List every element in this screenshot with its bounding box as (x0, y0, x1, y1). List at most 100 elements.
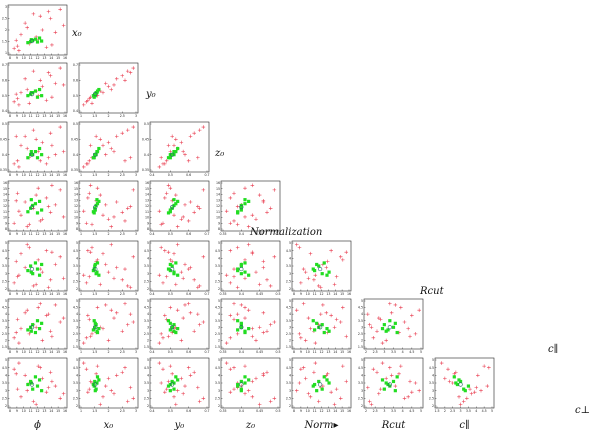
point-marker-square (172, 203, 176, 208)
y-tick-label: 0.35 (0, 168, 7, 172)
point-marker-plus (46, 9, 51, 14)
y-tick-label: 8 (218, 227, 220, 231)
panel-frame (7, 180, 68, 232)
point-marker-plus (48, 370, 53, 375)
point-marker-circle (170, 266, 175, 272)
y-tick-label: 3 (5, 325, 7, 329)
point-marker-plus (128, 312, 133, 316)
x-tick-label: 0.5 (275, 232, 280, 236)
y-tick-label: 4 (218, 256, 220, 260)
point-marker-plus (106, 270, 111, 274)
x-tick-label: 14 (49, 409, 53, 413)
point-marker-square (95, 261, 100, 265)
point-marker-plus (90, 222, 94, 227)
point-marker-plus (186, 267, 191, 271)
point-marker-plus (476, 373, 480, 378)
y-tick-label: 4 (289, 312, 291, 316)
point-marker-circle (29, 266, 35, 272)
point-marker-square (33, 261, 38, 265)
point-marker-plus (88, 379, 93, 384)
point-marker-plus (399, 305, 403, 310)
point-marker-plus (316, 284, 321, 288)
point-marker-plus (31, 399, 36, 404)
point-marker-plus (46, 285, 51, 290)
point-marker-plus (243, 276, 247, 281)
x-tick-label: 14 (333, 292, 337, 296)
panel-cpar-vs-phi: 8 9 10 11 12 13 14 15 16 1.5 2 2.5 3 3.5 4 4.5 5 (2, 298, 68, 354)
row-label-z0: z₀ (214, 148, 224, 159)
point-marker-circle (93, 325, 98, 330)
point-marker-square (95, 381, 99, 385)
x-tick-label: 0.4 (149, 350, 154, 354)
point-marker-plus (186, 301, 191, 306)
point-marker-plus (15, 317, 20, 322)
x-tick-label: 3 (135, 173, 137, 177)
panel-frame (149, 240, 210, 292)
point-marker-plus (334, 387, 339, 391)
x-tick-label: 11 (313, 409, 317, 413)
point-marker-square (386, 328, 390, 332)
point-marker-square (37, 378, 42, 382)
point-marker-plus (261, 330, 266, 335)
point-marker-plus (338, 320, 343, 324)
x-tick-label: 12 (35, 56, 39, 60)
y-tick-label: 2.5 (73, 279, 78, 283)
x-tick-label: 10 (22, 56, 26, 60)
point-marker-plus (38, 365, 43, 370)
x-tick-label: 0.5 (168, 292, 173, 296)
point-marker-plus (17, 209, 21, 213)
y-tick-label: 2 (76, 339, 78, 343)
y-tick-label: 5 (289, 358, 291, 362)
x-tick-label: 15 (56, 409, 60, 413)
point-marker-plus (166, 334, 171, 339)
point-marker-square (320, 387, 324, 391)
point-marker-plus (125, 322, 130, 327)
point-marker-plus (261, 259, 266, 264)
point-marker-plus (224, 361, 229, 365)
point-marker-plus (15, 96, 20, 101)
y-tick-label: 15 (216, 187, 220, 191)
point-marker-square (243, 202, 247, 206)
point-marker-plus (272, 396, 277, 401)
y-tick-label: 4 (147, 312, 149, 316)
point-marker-plus (371, 367, 376, 371)
x-tick-label: 2 (444, 409, 446, 413)
point-marker-plus (250, 183, 255, 188)
point-marker-plus (232, 219, 236, 223)
x-tick-label: 3 (135, 232, 137, 236)
point-marker-plus (329, 390, 333, 394)
x-tick-label: 13 (42, 409, 46, 413)
point-marker-plus (81, 361, 86, 365)
panel-cperp-vs-y0: 0.4 0.5 0.6 0.7 2 2.5 3 3.5 4 4.5 5 (144, 357, 210, 413)
y-tick-label: 12 (216, 204, 220, 208)
point-marker-plus (332, 325, 337, 330)
point-marker-square (168, 389, 172, 393)
x-tick-label: 0.4 (149, 409, 154, 413)
point-marker-plus (23, 200, 27, 204)
point-marker-square (35, 211, 40, 215)
x-tick-label: 16 (63, 232, 67, 236)
point-marker-plus (164, 387, 169, 391)
point-marker-plus (294, 308, 299, 312)
point-marker-plus (128, 385, 133, 390)
x-tick-label: 16 (63, 114, 67, 118)
point-marker-plus (378, 317, 383, 322)
panel-cpar-vs-z0: 0.35 0.4 0.45 0.5 1.5 2 2.5 3 3.5 4 4.5 5 (215, 298, 281, 354)
point-marker-square (33, 37, 38, 41)
y-tick-label: 0.5 (144, 122, 149, 126)
point-marker-plus (446, 367, 450, 371)
x-tick-label: 14 (49, 56, 53, 60)
point-marker-plus (15, 387, 20, 391)
point-marker-plus (106, 84, 111, 89)
x-tick-label: 0.6 (186, 173, 191, 177)
y-tick-label: 9 (76, 221, 78, 225)
point-marker-plus (161, 281, 165, 285)
point-marker-square (168, 208, 172, 212)
y-tick-label: 2.5 (144, 279, 149, 283)
y-tick-label: 14 (74, 193, 78, 197)
panel-frame (149, 121, 210, 173)
point-marker-plus (164, 159, 169, 163)
point-marker-plus (81, 103, 86, 107)
y-tick-label: 16 (74, 181, 78, 185)
point-marker-square (393, 389, 397, 393)
